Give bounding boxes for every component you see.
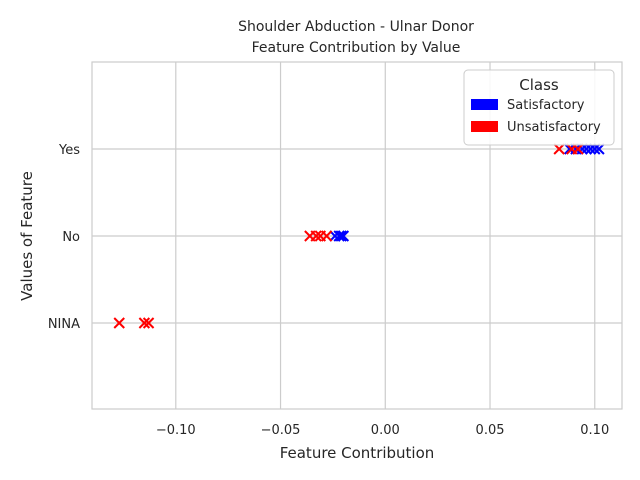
data-point-unsatisfactory	[142, 317, 155, 329]
chart-subtitle: Feature Contribution by Value	[252, 40, 461, 56]
legend-label-satisfactory: Satisfactory	[507, 98, 585, 113]
data-point-unsatisfactory	[553, 143, 565, 155]
chart-title: Shoulder Abduction - Ulnar Donor	[238, 19, 474, 35]
legend-label-unsatisfactory: Unsatisfactory	[507, 120, 601, 135]
data-point-unsatisfactory	[572, 143, 584, 155]
legend-swatch-satisfactory	[471, 99, 498, 110]
x-tick-label: −0.10	[156, 423, 196, 438]
data-point-unsatisfactory	[138, 317, 151, 329]
y-tick-label: No	[62, 230, 80, 245]
x-tick-label: 0.05	[476, 423, 505, 438]
legend-title: Class	[519, 76, 559, 94]
y-tick-label: NINA	[48, 317, 80, 332]
x-tick-label: −0.05	[261, 423, 301, 438]
y-tick-label: Yes	[58, 143, 80, 158]
data-point-satisfactory	[333, 230, 345, 242]
data-point-satisfactory	[576, 143, 588, 155]
plot-frame	[91, 61, 623, 410]
x-tick-labels: −0.10 −0.05 0.00 0.05 0.10	[156, 423, 609, 438]
data-point-satisfactory	[593, 143, 605, 155]
x-axis-label: Feature Contribution	[280, 444, 435, 462]
data-point-unsatisfactory	[320, 230, 333, 242]
data-point-unsatisfactory	[310, 230, 322, 242]
data-point-satisfactory	[589, 143, 601, 155]
data-points	[113, 143, 605, 329]
y-tick-labels: NINA No Yes	[48, 143, 80, 332]
data-point-satisfactory	[580, 143, 593, 155]
legend-box	[463, 69, 615, 146]
plot-area	[91, 61, 623, 410]
y-axis-label: Values of Feature	[18, 171, 36, 301]
data-point-satisfactory	[337, 230, 350, 242]
data-point-unsatisfactory	[113, 317, 125, 329]
x-tick-label: 0.00	[371, 423, 400, 438]
data-point-satisfactory	[584, 143, 597, 155]
legend: Class Satisfactory Unsatisfactory	[463, 69, 615, 146]
x-tick-label: 0.10	[580, 423, 609, 438]
legend-swatch-unsatisfactory	[471, 121, 498, 132]
data-point-satisfactory	[335, 230, 347, 242]
